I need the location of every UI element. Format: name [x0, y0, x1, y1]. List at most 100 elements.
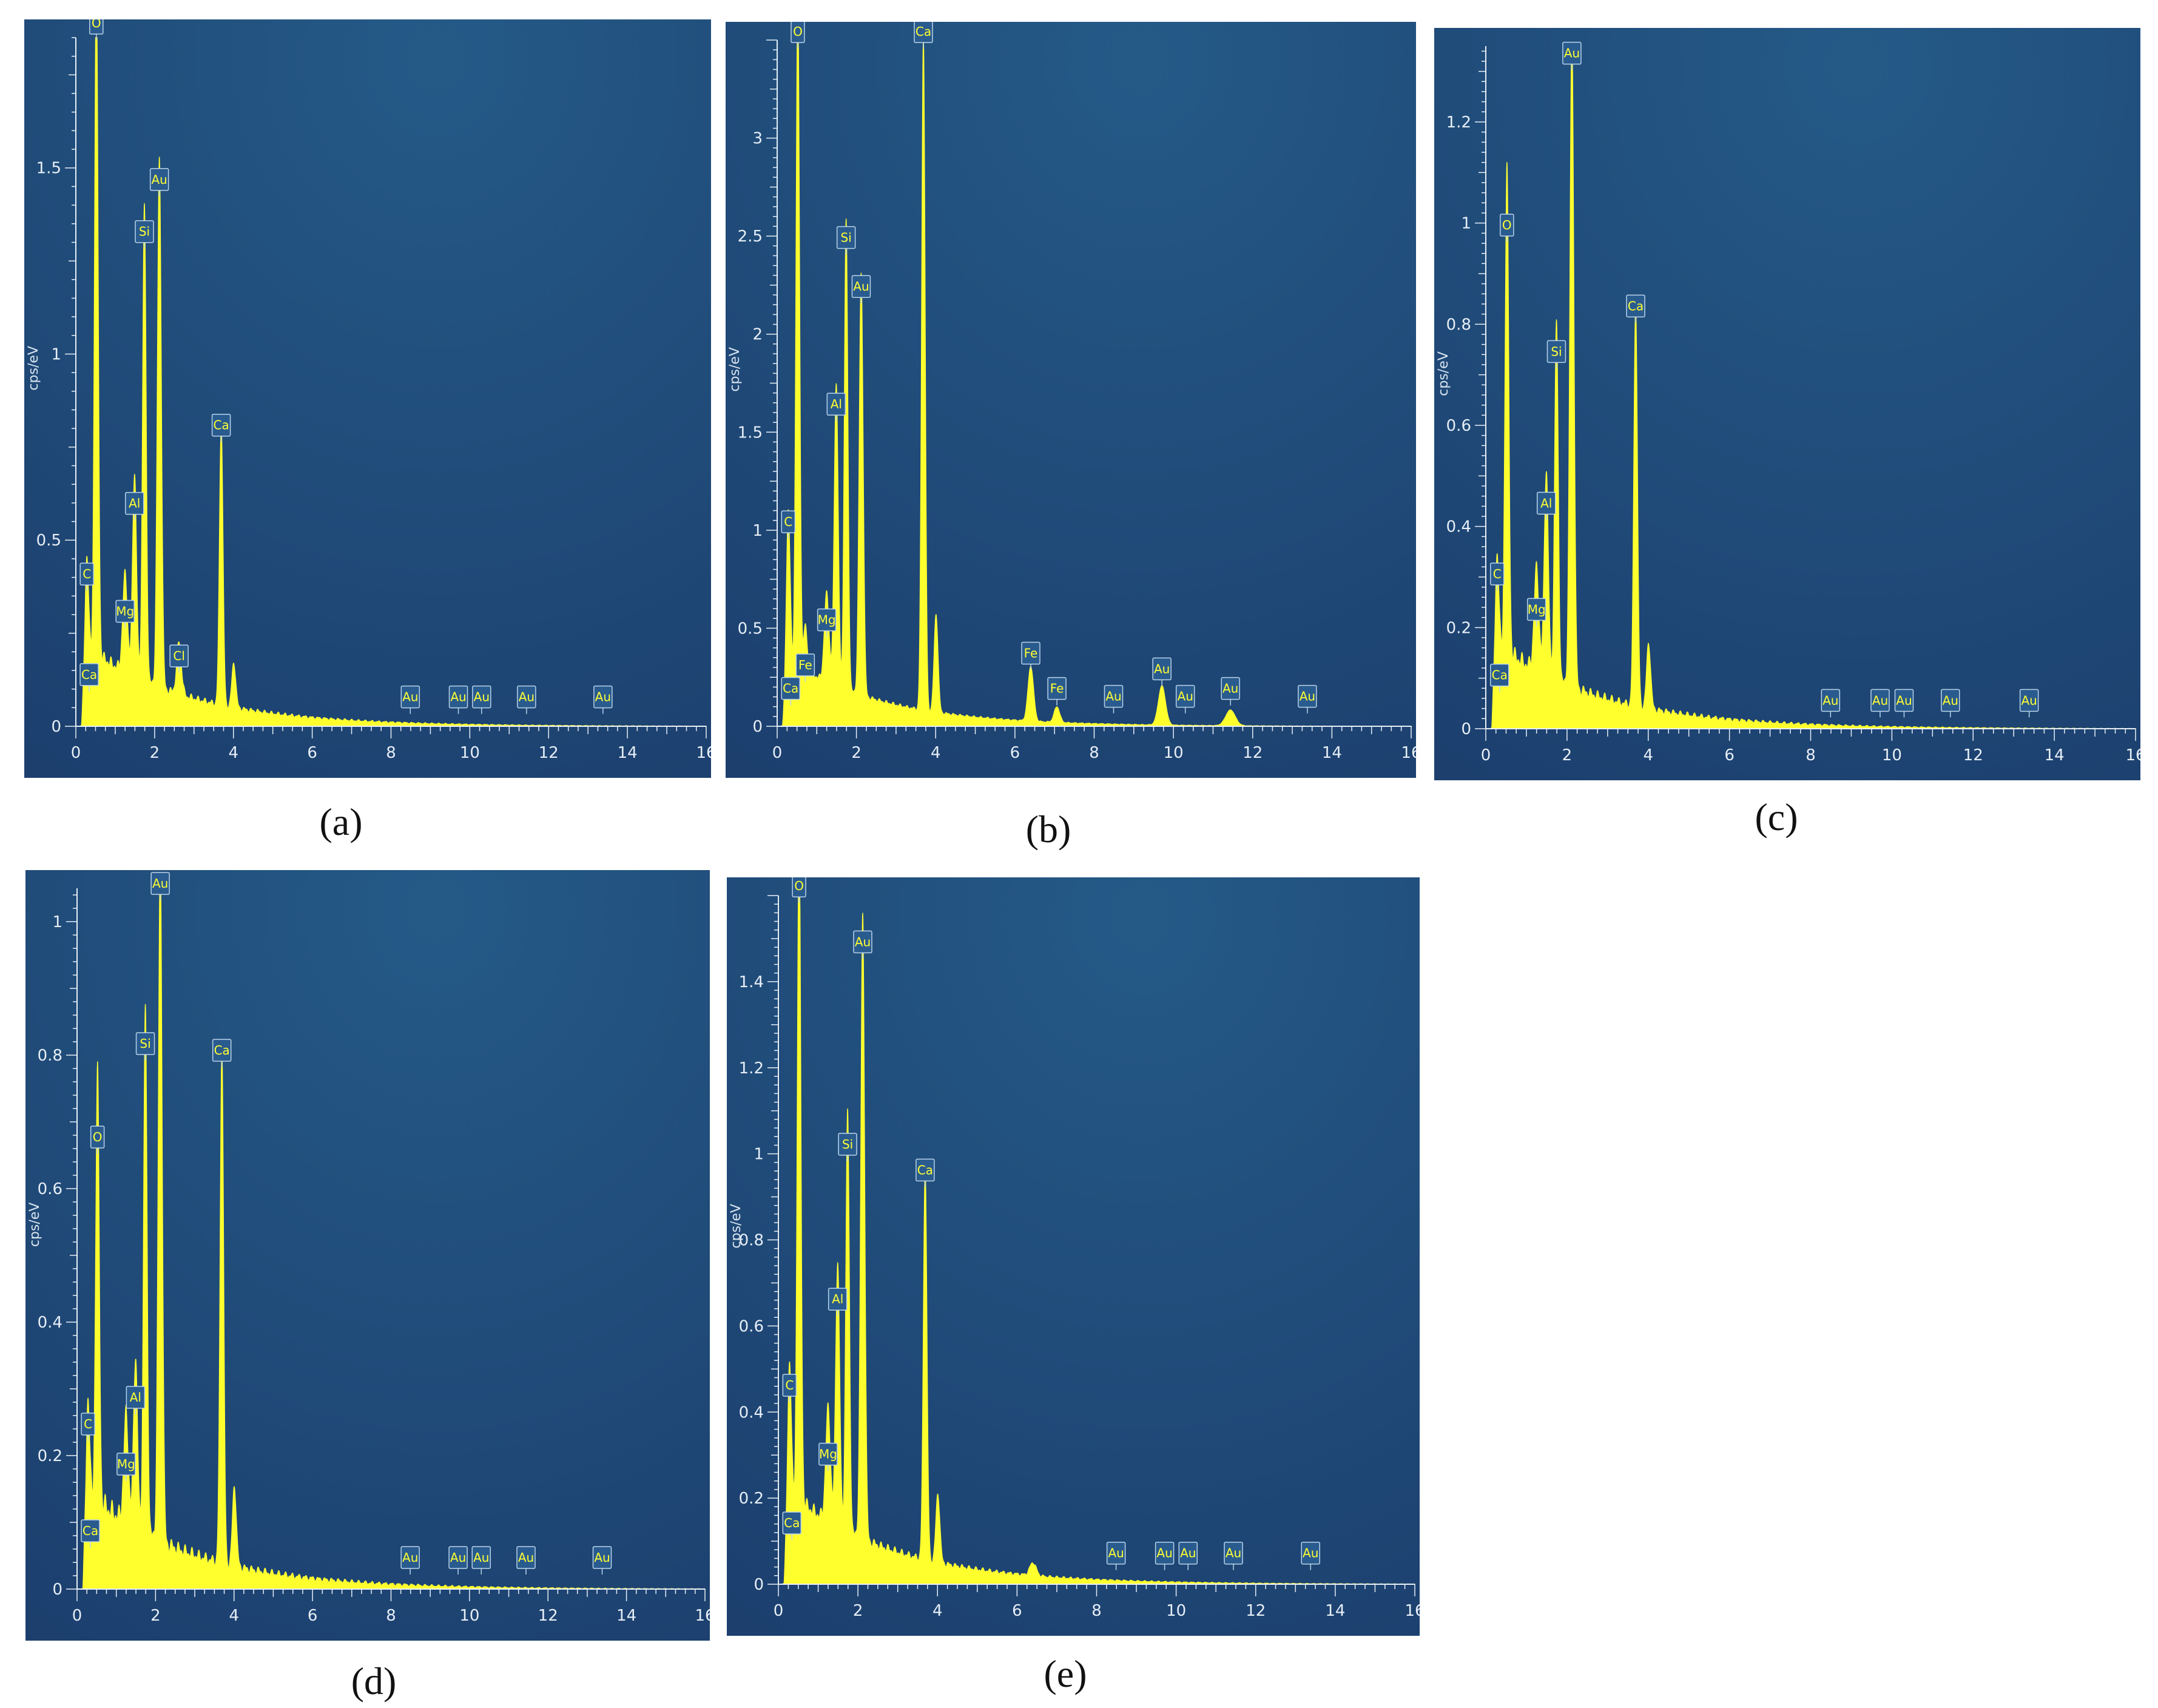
x-tick-label: 12	[539, 744, 559, 762]
y-tick-label: 1	[51, 345, 61, 363]
x-tick-label: 10	[459, 1607, 479, 1625]
spectrum-panel-e: 0 2 4 6 8 10 12 14 16 0 0.2 0.4 0.6 0.8 1 1.2 1.4 cps/eV O…	[727, 877, 1420, 1636]
y-tick-label: 0.4	[739, 1403, 764, 1422]
x-tick-label: 2	[853, 1602, 863, 1620]
peak-label-ca: Ca	[212, 1039, 232, 1067]
peak-label-text: Ca	[917, 1163, 933, 1177]
peak-label-fe: Fe	[1047, 677, 1067, 706]
peak-label-text: Ca	[1492, 668, 1508, 683]
y-tick-label: 0.2	[739, 1490, 764, 1508]
x-tick-label: 14	[1325, 1602, 1345, 1620]
x-tick-label: 14	[616, 1607, 636, 1625]
peak-label-mg: Mg	[817, 608, 837, 637]
y-tick-label: 0.2	[1446, 619, 1471, 637]
peak-label-text: Au	[152, 876, 168, 891]
y-tick-label: 1.5	[738, 424, 763, 442]
peak-label-al: Al	[125, 491, 144, 521]
peak-label-text: Mg	[117, 1457, 135, 1471]
y-tick-label: 0.6	[38, 1180, 62, 1198]
y-tick-label: 2	[752, 326, 763, 344]
y-tick-label: 0	[51, 718, 61, 736]
peak-label-au: Au	[472, 685, 491, 714]
x-tick-label: 16	[696, 744, 711, 762]
peak-label-o: O	[1500, 214, 1514, 242]
peak-label-text: Au	[450, 690, 466, 704]
x-tick-label: 4	[932, 1602, 943, 1620]
peak-label-au: Au	[1178, 1541, 1198, 1570]
peak-label-au: Au	[1221, 677, 1240, 706]
peak-label-text: Au	[1303, 1546, 1318, 1561]
peak-label-text: Al	[130, 1390, 141, 1405]
peak-label-text: Au	[151, 172, 167, 187]
peak-label-text: Al	[832, 1292, 843, 1306]
peak-label-o: O	[792, 877, 806, 903]
x-tick-label: 8	[1806, 746, 1816, 765]
x-tick-label: 4	[931, 744, 941, 762]
peak-label-text: C	[83, 567, 91, 581]
peak-label-al: Al	[126, 1386, 146, 1414]
peak-label-au: Au	[1941, 689, 1960, 718]
x-tick-label: 16	[1404, 1602, 1420, 1620]
x-tick-label: 6	[308, 1607, 318, 1625]
peak-label-text: Ca	[83, 1524, 98, 1538]
peak-label-text: Si	[1551, 344, 1562, 359]
caption-b: (b)	[1025, 808, 1071, 851]
peak-label-text: Au	[1822, 693, 1838, 707]
peak-label-si: Si	[135, 1032, 155, 1061]
peak-label-au: Au	[448, 1546, 468, 1575]
peak-label-au: Au	[853, 930, 872, 959]
x-tick-label: 2	[150, 1607, 161, 1625]
peak-label-text: Au	[1300, 689, 1315, 704]
y-tick-label: 3	[752, 130, 763, 148]
peak-label-text: Si	[842, 1137, 853, 1152]
y-tick-label: 1.2	[739, 1059, 764, 1078]
peak-label-text: Au	[1156, 1546, 1172, 1561]
x-tick-label: 0	[772, 744, 783, 762]
peak-label-mg: Mg	[116, 1453, 136, 1481]
peak-label-text: Si	[139, 224, 150, 239]
peak-label-au: Au	[149, 168, 169, 197]
peak-label-text: Au	[1108, 1546, 1124, 1561]
y-tick-label: 1.5	[36, 160, 61, 178]
x-tick-label: 6	[1012, 1602, 1022, 1620]
peak-label-text: Au	[595, 690, 611, 704]
y-tick-label: 0.2	[38, 1447, 62, 1465]
peak-label-text: Fe	[1050, 681, 1064, 696]
peak-label-text: Au	[474, 690, 490, 704]
x-tick-label: 16	[695, 1607, 710, 1625]
peak-label-text: Au	[1943, 693, 1958, 707]
peak-label-mg: Mg	[115, 599, 135, 629]
peak-label-ca: Ca	[781, 677, 800, 706]
peak-label-text: Ca	[783, 681, 798, 696]
peak-label-au: Au	[1870, 689, 1890, 718]
y-tick-label: 1	[52, 913, 62, 931]
spectrum-chart-c: 0 2 4 6 8 10 12 14 16 0 0.2 0.4 0.6 0.8 1 1.2 cps/eV Au O C…	[1434, 28, 2140, 780]
x-tick-label: 8	[386, 1607, 396, 1625]
peak-label-ca: Ca	[79, 663, 99, 692]
peak-label-al: Al	[828, 1288, 848, 1317]
spectrum-panel-b: 0 2 4 6 8 10 12 14 16 0 0.5 1 1.5 2 2.5 3 cps/eV O Ca Si Au A…	[726, 22, 1416, 778]
peak-label-al: Al	[826, 393, 846, 422]
peak-label-c: C	[79, 562, 94, 592]
peak-label-text: Ca	[784, 1516, 800, 1530]
peak-label-text: C	[84, 1417, 92, 1431]
caption-c: (c)	[1755, 795, 1798, 839]
x-tick-label: 8	[1091, 1602, 1102, 1620]
spectrum-chart-a: 0 2 4 6 8 10 12 14 16 0 0.5 1 1.5 cps/eV O Au Si Ca Al C Mg C…	[24, 19, 711, 778]
x-tick-label: 10	[460, 744, 480, 762]
peak-label-text: C	[785, 1378, 794, 1392]
spectrum-panel-d: 0 2 4 6 8 10 12 14 16 0 0.2 0.4 0.6 0.8 1 cps/eV Au Si Ca O…	[25, 870, 710, 1641]
peak-label-text: Au	[855, 934, 871, 949]
x-tick-label: 10	[1166, 1602, 1186, 1620]
y-tick-label: 0	[1461, 720, 1471, 738]
y-tick-label: 0.6	[1446, 417, 1471, 435]
peak-label-text: Au	[402, 690, 418, 704]
y-tick-label: 0	[754, 1576, 764, 1594]
peak-label-au: Au	[517, 685, 536, 714]
peak-label-ca: Ca	[915, 1158, 935, 1187]
peak-label-c: C	[1489, 562, 1505, 591]
y-tick-label: 0.8	[1446, 316, 1471, 334]
peak-label-al: Al	[1536, 491, 1556, 521]
x-tick-label: 10	[1882, 746, 1902, 765]
y-tick-label: 0.8	[38, 1047, 62, 1065]
